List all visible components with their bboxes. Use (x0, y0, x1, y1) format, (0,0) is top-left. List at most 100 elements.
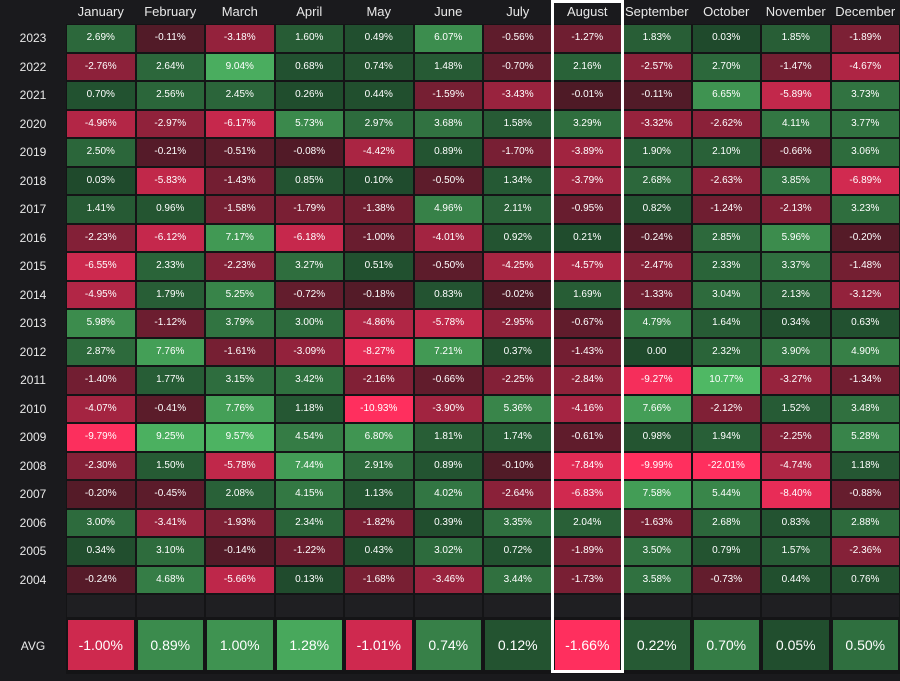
cell-2020-september: -3.32% (623, 110, 691, 137)
cell-2004-may: -1.68% (345, 566, 413, 593)
avg-cell-september: 0.22% (624, 620, 690, 670)
cell-2022-july: -0.70% (484, 53, 552, 80)
cell-2007-may: 1.13% (345, 481, 413, 508)
spacer-cell-may (345, 595, 413, 617)
month-header-february: February (144, 4, 197, 19)
cell-2020-march: -6.17% (206, 110, 274, 137)
cell-2019-march: -0.51% (206, 139, 274, 166)
spacer-cell-october (692, 595, 760, 617)
cell-2012-july: 0.37% (484, 338, 552, 365)
cell-2013-july: -2.95% (484, 310, 552, 337)
cell-2006-august: 2.04% (553, 509, 621, 536)
cell-2008-february: 1.50% (136, 452, 204, 479)
year-label-2017: 2017 (19, 202, 47, 216)
cell-2017-march: -1.58% (206, 196, 274, 223)
cell-2017-january: 1.41% (67, 196, 135, 223)
cell-2012-april: -3.09% (275, 338, 343, 365)
cell-2013-april: 3.00% (275, 310, 343, 337)
cell-2012-march: -1.61% (206, 338, 274, 365)
cell-2022-june: 1.48% (414, 53, 482, 80)
cell-2012-february: 7.76% (136, 338, 204, 365)
cell-2016-june: -4.01% (414, 224, 482, 251)
year-label-2011: 2011 (20, 373, 46, 387)
cell-2008-june: 0.89% (414, 452, 482, 479)
cell-2012-january: 2.87% (67, 338, 135, 365)
grid-background (66, 24, 900, 674)
cell-2016-october: 2.85% (692, 224, 760, 251)
cell-2014-august: 1.69% (553, 281, 621, 308)
cell-2011-march: 3.15% (206, 367, 274, 394)
avg-cell-may: -1.01% (346, 620, 412, 670)
cell-2005-november: 1.57% (762, 538, 830, 565)
cell-2015-october: 2.33% (692, 253, 760, 280)
cell-2023-january: 2.69% (67, 25, 135, 52)
cell-2018-july: 1.34% (484, 167, 552, 194)
cell-2006-november: 0.83% (762, 509, 830, 536)
cell-2008-november: -4.74% (762, 452, 830, 479)
cell-2014-june: 0.83% (414, 281, 482, 308)
avg-cell-february: 0.89% (137, 620, 203, 670)
cell-2019-february: -0.21% (136, 139, 204, 166)
cell-2009-september: 0.98% (623, 424, 691, 451)
cell-2011-january: -1.40% (67, 367, 135, 394)
cell-2009-may: 6.80% (345, 424, 413, 451)
cell-2010-july: 5.36% (484, 395, 552, 422)
cell-2017-december: 3.23% (831, 196, 899, 223)
cell-2013-january: 5.98% (67, 310, 135, 337)
cell-2011-may: -2.16% (345, 367, 413, 394)
cell-2008-september: -9.99% (623, 452, 691, 479)
cell-2014-july: -0.02% (484, 281, 552, 308)
cell-2016-february: -6.12% (136, 224, 204, 251)
cell-2004-march: -5.66% (206, 566, 274, 593)
cell-2018-march: -1.43% (206, 167, 274, 194)
avg-cell-november: 0.05% (763, 620, 829, 670)
year-label-2007: 2007 (19, 487, 47, 501)
cell-2013-march: 3.79% (206, 310, 274, 337)
cell-2021-february: 2.56% (136, 82, 204, 109)
cell-2007-august: -6.83% (553, 481, 621, 508)
cell-2005-july: 0.72% (484, 538, 552, 565)
cell-2004-january: -0.24% (67, 566, 135, 593)
cell-2012-november: 3.90% (762, 338, 830, 365)
cell-2020-november: 4.11% (762, 110, 830, 137)
year-label-2018: 2018 (19, 173, 47, 188)
cell-2021-march: 2.45% (206, 82, 274, 109)
cell-2017-august: -0.95% (553, 196, 621, 223)
cell-2007-june: 4.02% (414, 481, 482, 508)
month-header-august: August (567, 4, 608, 19)
cell-2014-february: 1.79% (136, 281, 204, 308)
cell-2006-september: -1.63% (623, 509, 691, 536)
cell-2017-may: -1.38% (345, 196, 413, 223)
cell-2015-november: 3.37% (762, 253, 830, 280)
cell-2022-may: 0.74% (345, 53, 413, 80)
month-header-july: July (506, 4, 530, 19)
year-label-2014: 2014 (19, 287, 47, 302)
cell-2011-november: -3.27% (762, 367, 830, 394)
year-label-2010: 2010 (19, 401, 47, 416)
cell-2023-november: 1.85% (762, 25, 830, 52)
cell-2018-january: 0.03% (67, 167, 135, 194)
cell-2007-february: -0.45% (136, 481, 204, 508)
cell-2021-november: -5.89% (762, 82, 830, 109)
year-label-2009: 2009 (19, 430, 47, 444)
cell-2006-october: 2.68% (692, 509, 760, 536)
cell-2018-february: -5.83% (136, 167, 204, 194)
cell-2010-march: 7.76% (206, 395, 274, 422)
cell-2022-december: -4.67% (831, 53, 899, 80)
cell-2017-october: -1.24% (692, 196, 760, 223)
cell-2019-october: 2.10% (692, 139, 760, 166)
cell-2021-january: 0.70% (67, 82, 135, 109)
cell-2007-september: 7.58% (623, 481, 691, 508)
cell-2022-september: -2.57% (623, 53, 691, 80)
cell-2005-may: 0.43% (345, 538, 413, 565)
year-label-2021: 2021 (19, 88, 47, 102)
cell-2013-december: 0.63% (831, 310, 899, 337)
cell-2019-august: -3.89% (553, 139, 621, 166)
avg-cell-june: 0.74% (415, 620, 481, 670)
cell-2008-march: -5.78% (206, 452, 274, 479)
cell-2020-december: 3.77% (831, 110, 899, 137)
cell-2023-october: 0.03% (692, 25, 760, 52)
cell-2014-october: 3.04% (692, 281, 760, 308)
cell-2015-april: 3.27% (275, 253, 343, 280)
avg-cell-april: 1.28% (276, 620, 342, 670)
